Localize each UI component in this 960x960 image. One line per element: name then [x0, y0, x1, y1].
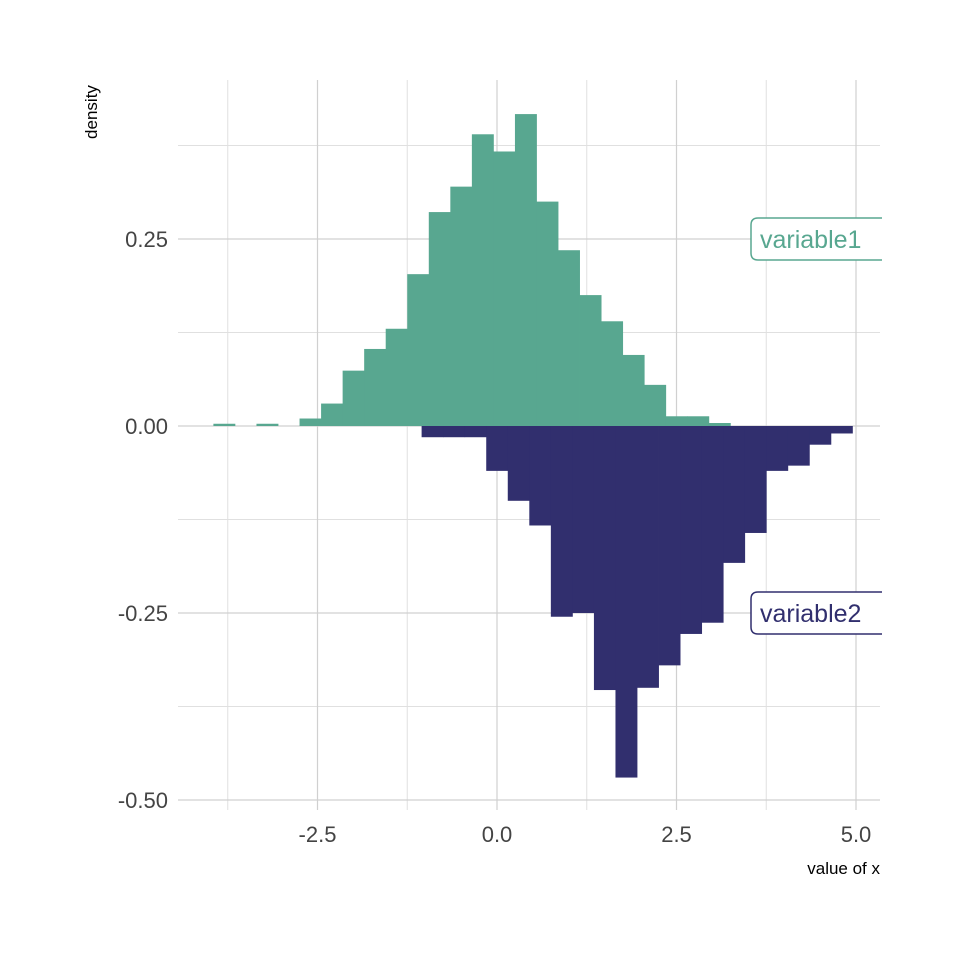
variable2-bar	[572, 426, 595, 613]
variable1-bar	[299, 418, 322, 426]
label-box	[750, 591, 882, 635]
y-tick-label: 0.00	[125, 414, 168, 439]
variable1-bar	[493, 151, 516, 426]
variable1-bar	[687, 416, 710, 426]
series-labels: variable1 variable2	[750, 217, 882, 635]
variable2-bar	[464, 426, 487, 438]
variable1-bar	[536, 201, 559, 426]
series-label-text: variable1	[760, 226, 861, 254]
x-tick-label: 0.0	[482, 822, 513, 847]
variable1-bar	[514, 114, 537, 427]
x-tick-label: 2.5	[661, 822, 692, 847]
variable1-bar	[213, 423, 236, 426]
variable2-bar	[486, 426, 509, 471]
variable1-bar	[407, 274, 430, 426]
y-tick-label: -0.50	[118, 788, 168, 813]
variable2-bar	[744, 426, 767, 533]
series-label-1: variable1	[750, 217, 882, 261]
variable2-bar	[550, 426, 573, 617]
variable1-bar	[601, 321, 624, 426]
variable1-bar	[428, 212, 451, 426]
y-tick-label: -0.25	[118, 601, 168, 626]
variable1-bar	[385, 328, 408, 426]
variable2-bar	[593, 426, 616, 691]
variable2-bar	[529, 426, 552, 526]
variable1-bar	[342, 370, 365, 426]
variable2-bar	[766, 426, 789, 471]
series-label-text: variable2	[760, 600, 861, 628]
variable2-bar	[637, 426, 659, 688]
variable2-bar	[701, 426, 724, 623]
variable2-bar	[830, 426, 853, 434]
series-label-2: variable2	[750, 591, 882, 635]
variable2-bar	[615, 426, 638, 778]
variable2-bar	[680, 426, 703, 634]
variable1-bar	[622, 354, 645, 426]
x-tick-label: 5.0	[841, 822, 872, 847]
variable2-bar	[421, 426, 444, 438]
variable1-bar	[644, 384, 667, 426]
variable1-bar	[665, 416, 688, 426]
x-axis-title: value of x	[807, 859, 880, 878]
variable2-bar	[443, 426, 466, 438]
variable1-bar	[471, 134, 494, 426]
variable1-bar	[321, 403, 344, 426]
variable1-bar	[579, 295, 602, 426]
x-tick-label: -2.5	[299, 822, 337, 847]
variable2-bar	[723, 426, 746, 563]
variable2-bar	[507, 426, 530, 501]
variable1-bar	[450, 186, 473, 426]
y-tick-label: 0.25	[125, 227, 168, 252]
y-axis-title: density	[82, 85, 101, 139]
histogram-bars	[213, 114, 853, 778]
variable1-bar	[364, 348, 387, 426]
variable1-bar	[558, 250, 580, 426]
variable2-bar	[658, 426, 681, 666]
variable1-bar	[256, 423, 279, 426]
axis-ticks: -2.5 0.0 2.5 5.0 -0.50 -0.25 0.00 0.25	[118, 227, 871, 847]
variable1-bar	[708, 423, 731, 426]
variable2-bar	[787, 426, 810, 466]
variable2-bar	[809, 426, 832, 445]
label-box	[750, 217, 882, 261]
